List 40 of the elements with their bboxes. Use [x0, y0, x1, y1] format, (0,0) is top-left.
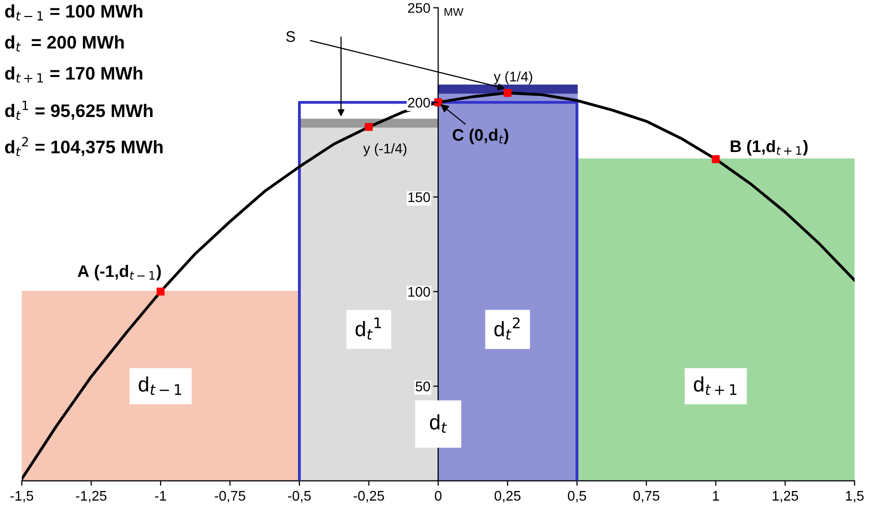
annotation: S [286, 31, 295, 42]
annotation: d$_{t}$$^{2}$ = 104,375 MWh [5, 136, 163, 156]
annotation: d$_{t+1}$ [694, 376, 736, 395]
annotation: A (-1,d$_{t−1}$) [78, 264, 161, 280]
annotation: d$_{t−1}$ = 100 MWh [5, 4, 142, 20]
point [156, 288, 165, 296]
x-tick-label: -0,25 [354, 490, 384, 502]
x-tick-label: 0 [434, 490, 442, 501]
x-tick-label: 0,75 [633, 490, 660, 502]
annotation: d$_{t}$$^{2}$ [494, 317, 520, 340]
x-tick-label: -1 [155, 491, 166, 501]
x-tick-label: 0,25 [494, 490, 521, 502]
annotation: C (0,d$_{t}$) [452, 128, 508, 144]
point [504, 88, 512, 97]
point [434, 98, 442, 106]
x-tick-label: 0,5 [568, 490, 586, 502]
annotation: d$_{t}$$^{1}$ = 95,625 MWh [5, 100, 153, 120]
annotation: d$_{t−1}$ [138, 376, 182, 395]
x-tick-label: 1,25 [772, 490, 798, 502]
annotation: y (-1/4) [363, 143, 406, 156]
point [712, 155, 720, 164]
y-tick-label: 200 [408, 98, 430, 108]
annotation: d$_{t}$$^{1}$ [356, 318, 381, 340]
y-tick-label: 250 [408, 3, 430, 13]
annotation: B (1,d$_{t+1}$) [730, 140, 808, 156]
point [364, 123, 373, 131]
annotation: d$_{t}$ [430, 414, 448, 433]
y-axis-title: MW [444, 8, 464, 16]
annotation: d$_{t}$ = 200 MWh [5, 35, 124, 52]
x-tick-label: 1,5 [846, 491, 864, 502]
y-tick-label: 100 [408, 286, 430, 297]
annotation: y (1/4) [494, 71, 532, 84]
x-tick-label: -0,5 [288, 490, 311, 502]
annotation: d$_{t+1}$ = 170 MWh [5, 66, 142, 82]
y-tick-label: 150 [408, 192, 430, 202]
x-tick-label: -1,5 [10, 491, 34, 502]
x-tick-label: -0,75 [214, 490, 246, 502]
x-tick-label: 1 [712, 491, 719, 501]
x-tick-label: -1,25 [76, 490, 106, 502]
y-tick-label: 50 [416, 382, 430, 392]
